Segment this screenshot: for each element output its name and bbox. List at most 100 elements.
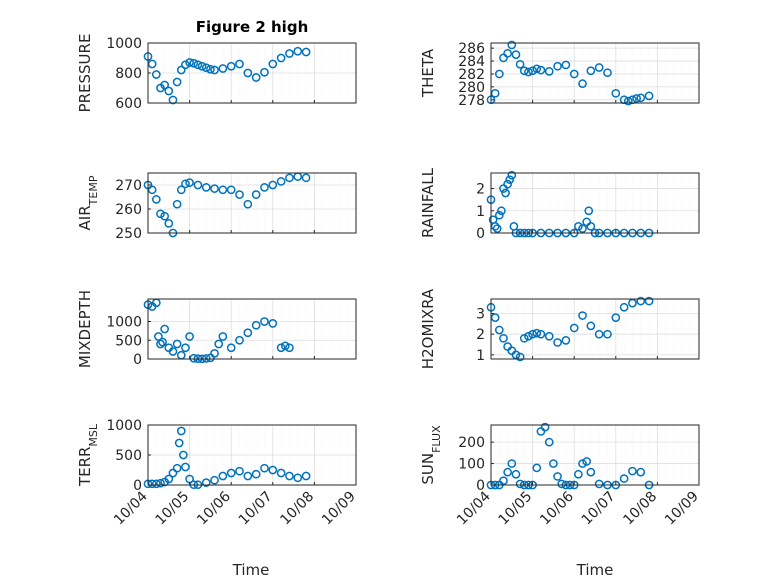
y-axis-label: THETA xyxy=(419,48,437,98)
data-point xyxy=(528,329,537,339)
plot-area xyxy=(491,173,699,233)
data-point xyxy=(185,178,194,187)
y-tick-label: 3 xyxy=(476,306,485,322)
data-point xyxy=(553,338,562,347)
data-point xyxy=(644,91,654,101)
data-point xyxy=(582,457,592,466)
data-point xyxy=(176,426,186,436)
data-point xyxy=(586,467,596,477)
data-point xyxy=(276,468,286,478)
data-point xyxy=(578,459,587,468)
data-point xyxy=(574,469,583,479)
data-point xyxy=(623,96,633,106)
data-point xyxy=(503,179,512,189)
y-axis-label: TERRMSL xyxy=(76,423,100,487)
data-point xyxy=(172,199,182,209)
data-point xyxy=(218,185,228,195)
data-point xyxy=(553,61,562,71)
data-point xyxy=(235,59,244,69)
data-point xyxy=(540,422,550,432)
chart-title: Figure 2 high xyxy=(196,18,309,36)
x-tick-label: 10/05 xyxy=(496,489,536,529)
data-point xyxy=(594,479,604,489)
y-tick-label: 100 xyxy=(458,457,485,473)
data-point xyxy=(154,332,163,341)
x-tick-label: 10/06 xyxy=(537,488,577,528)
data-point xyxy=(251,320,261,330)
data-point xyxy=(251,73,261,82)
y-tick-label: 278 xyxy=(458,93,485,109)
data-point xyxy=(586,221,596,231)
data-point xyxy=(515,352,525,362)
data-point xyxy=(172,77,182,87)
data-point xyxy=(611,313,621,322)
y-axis-label: AIRTEMP xyxy=(76,175,100,230)
data-point xyxy=(179,450,188,460)
data-point xyxy=(268,59,278,69)
data-point xyxy=(301,47,311,57)
data-point xyxy=(210,65,219,75)
x-tick-label: 10/09 xyxy=(319,489,359,529)
data-point xyxy=(619,474,629,483)
y-tick-label: 600 xyxy=(115,96,142,112)
data-point xyxy=(507,170,517,180)
data-point xyxy=(574,221,583,231)
subplot-sun_flux: 0 100 200 10/04 10/05 10/06 10/07 10/08 10/09 SUN… xyxy=(419,422,702,529)
data-point xyxy=(189,58,199,68)
y-tick-label: 270 xyxy=(115,178,142,194)
data-point xyxy=(243,328,253,338)
data-point xyxy=(176,185,186,195)
data-points xyxy=(143,46,311,105)
data-point xyxy=(578,79,587,88)
y-tick-label: 1000 xyxy=(106,418,142,434)
plot-area xyxy=(491,299,699,359)
data-point xyxy=(490,88,500,98)
data-point xyxy=(181,60,190,70)
data-point xyxy=(181,462,190,472)
data-point xyxy=(511,50,521,59)
y-axis-label: SUNFLUX xyxy=(419,425,443,485)
data-point xyxy=(210,475,219,485)
data-point xyxy=(586,66,596,76)
data-points xyxy=(486,40,654,106)
data-point xyxy=(636,296,646,306)
data-point xyxy=(226,61,236,71)
y-tick-label: 500 xyxy=(115,333,142,349)
data-point xyxy=(532,328,542,338)
data-points xyxy=(486,296,654,362)
data-point xyxy=(181,343,190,353)
data-point xyxy=(293,473,303,483)
data-point xyxy=(528,66,537,76)
data-point xyxy=(235,190,244,199)
data-point xyxy=(584,206,594,216)
data-point xyxy=(197,61,207,71)
data-point xyxy=(268,465,278,475)
y-tick-label: 2 xyxy=(476,327,485,343)
data-point xyxy=(156,478,165,488)
data-point xyxy=(293,46,303,56)
data-point xyxy=(497,206,506,216)
subplot-air_temp: 250 260 270 AIRTEMP xyxy=(76,172,357,242)
data-point xyxy=(507,459,517,468)
y-tick-label: 0 xyxy=(476,478,485,494)
x-tick-label: 10/04 xyxy=(454,488,494,528)
data-point xyxy=(226,468,236,478)
data-point xyxy=(490,221,500,231)
y-tick-label: 800 xyxy=(115,66,142,82)
data-points xyxy=(143,298,294,364)
x-tick-label: 10/04 xyxy=(111,488,151,528)
data-point xyxy=(511,469,521,479)
data-point xyxy=(499,476,508,486)
x-tick-label: 10/08 xyxy=(620,489,660,529)
y-axis-label: H2OMIXRA xyxy=(419,288,437,369)
data-point xyxy=(586,321,596,331)
y-tick-label: 2 xyxy=(476,182,485,198)
data-point xyxy=(206,64,215,74)
y-axis-label: RAINFALL xyxy=(419,167,437,238)
data-point xyxy=(544,67,554,76)
data-point xyxy=(603,329,612,339)
data-point xyxy=(151,70,161,79)
data-point xyxy=(494,69,504,79)
